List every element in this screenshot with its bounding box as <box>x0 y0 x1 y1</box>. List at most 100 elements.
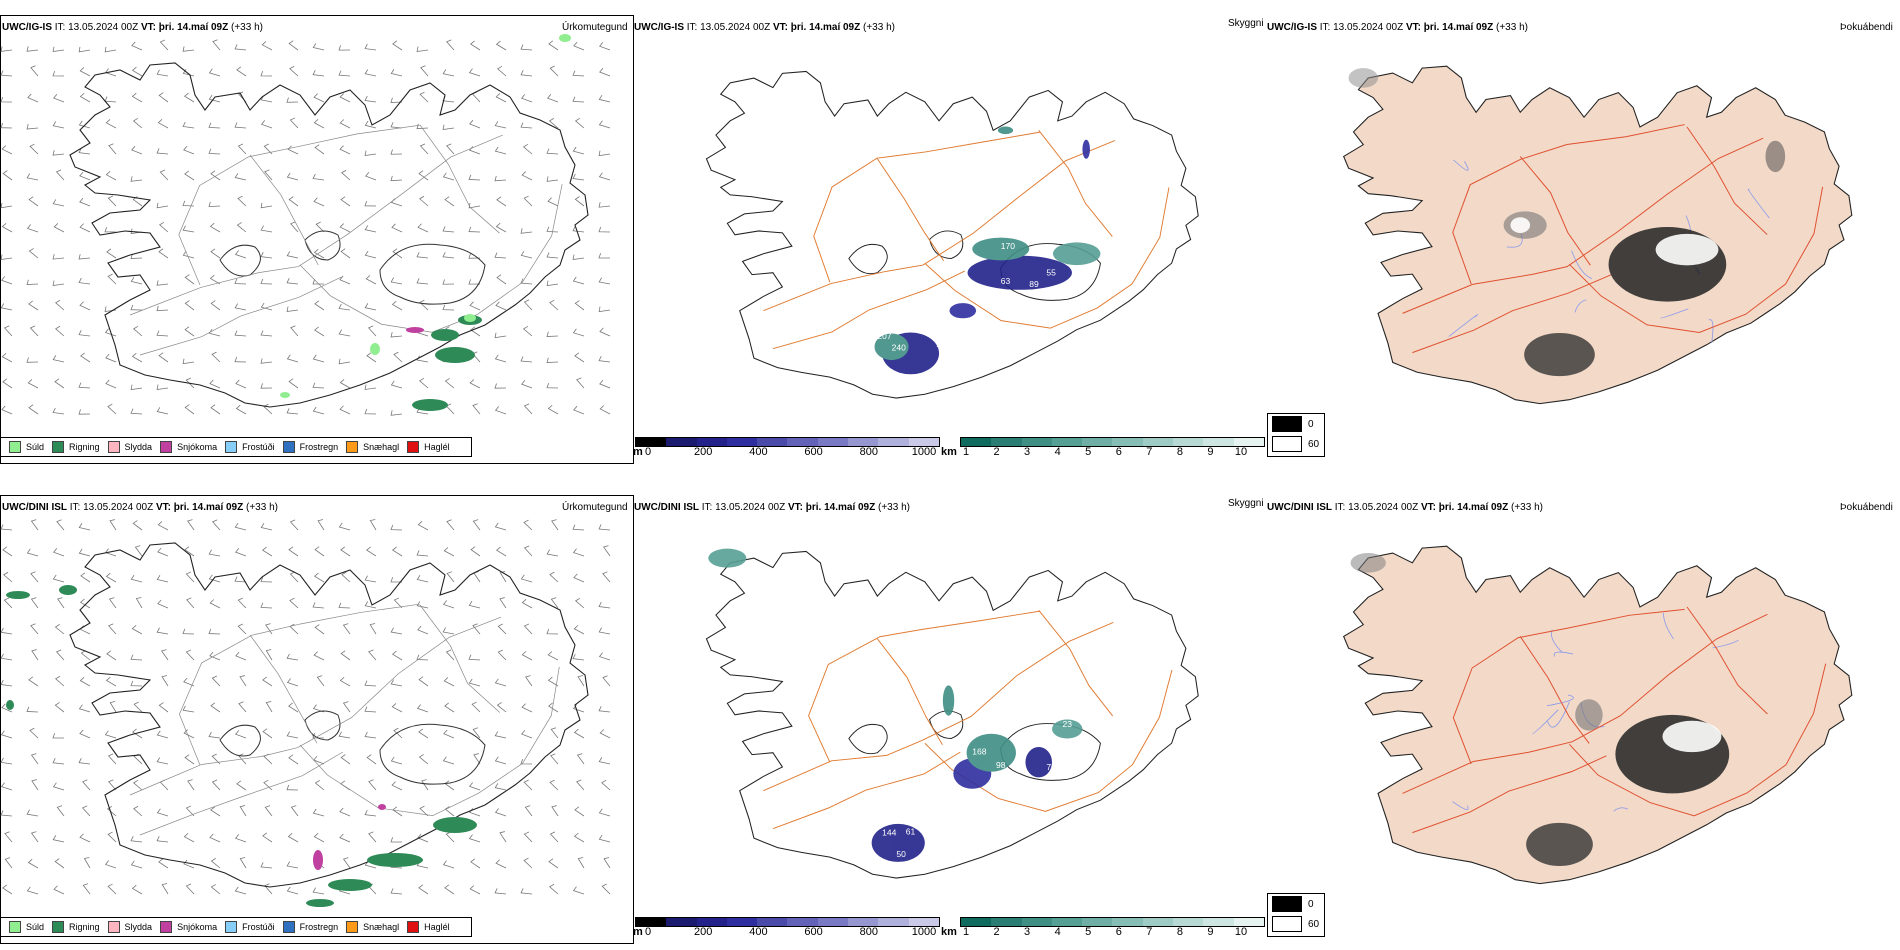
wind-barb <box>339 223 351 233</box>
ceiling-cell <box>949 303 977 319</box>
wind-barb <box>342 623 351 635</box>
legend-item: Súld <box>9 441 44 453</box>
wind-barb <box>390 410 403 416</box>
wind-barb <box>208 549 221 557</box>
wind-barb <box>1 353 13 363</box>
wind-barb <box>234 522 247 531</box>
wind-barb <box>418 728 429 739</box>
rain-cell <box>412 399 448 411</box>
wind-barb <box>104 730 117 739</box>
legend-label: Súld <box>26 442 45 452</box>
wind-barb <box>234 730 247 739</box>
wind-barb <box>312 887 325 895</box>
wind-barb <box>391 703 403 713</box>
wind-barb <box>572 328 585 337</box>
row2-precip-map <box>0 519 611 907</box>
wind-barb <box>210 702 221 713</box>
it-value: 13.05.2024 00Z <box>715 502 786 513</box>
wind-barb <box>546 382 559 389</box>
wind-barb <box>598 277 611 285</box>
legend-swatch <box>225 921 238 933</box>
wind-barb <box>339 405 351 415</box>
wind-barb <box>520 574 533 583</box>
fog-legend-label: 60 <box>1308 918 1320 930</box>
wind-barb <box>573 728 585 739</box>
wind-barb <box>603 857 611 869</box>
wind-barb <box>442 69 455 77</box>
wind-barb <box>235 404 247 415</box>
wind-barb <box>108 779 117 791</box>
wind-barb <box>208 94 221 103</box>
rain-areas <box>412 315 482 411</box>
wind-barb <box>442 226 455 233</box>
wind-barb <box>107 753 117 765</box>
wind-barb <box>209 222 221 233</box>
it-label: IT: <box>69 502 81 513</box>
wind-barb <box>364 731 377 739</box>
wind-barb <box>78 382 91 389</box>
wind-barb <box>547 94 559 103</box>
wind-barb <box>107 403 117 415</box>
fog-legend-label: 0 <box>1308 418 1314 430</box>
wind-barb <box>468 253 481 259</box>
wind-barb <box>182 358 195 365</box>
legend-label: Slydda <box>124 922 153 932</box>
wind-barb <box>574 300 585 311</box>
wind-barb <box>0 782 13 791</box>
wind-barb <box>548 858 559 869</box>
wind-barb <box>287 832 299 843</box>
wind-barb <box>1 405 13 415</box>
wind-barb <box>130 176 143 182</box>
wind-barb <box>419 805 429 817</box>
wind-barb <box>468 146 481 155</box>
wind-barb <box>262 676 273 687</box>
ceiling-unit: m <box>633 446 643 458</box>
wind-barb <box>78 409 91 415</box>
wind-barb <box>0 627 13 635</box>
wind-barb <box>82 779 91 791</box>
legend-item: Haglél <box>407 441 450 453</box>
visibility-value: 89 <box>1029 279 1039 289</box>
wind-barb <box>573 573 585 583</box>
river-line <box>1553 651 1574 657</box>
wind-barb <box>390 69 403 77</box>
wind-barb <box>263 143 273 155</box>
wind-barb <box>52 46 65 53</box>
drizzle-areas <box>280 34 571 398</box>
wind-barb <box>156 757 169 765</box>
colorbar-segment <box>848 438 879 446</box>
wind-barb <box>157 521 169 531</box>
row2-fog-legend: 0 60 <box>1267 893 1325 937</box>
wind-barb <box>54 858 65 869</box>
wind-barb <box>0 757 13 765</box>
colorbar-segment <box>787 918 818 926</box>
wind-barb <box>0 276 13 285</box>
wind-barb <box>0 679 13 687</box>
wind-barb <box>546 176 559 182</box>
visibility-unit: km <box>941 446 957 458</box>
visibility-value: 169 <box>894 374 908 384</box>
wind-barb <box>494 252 507 259</box>
wind-barb <box>314 326 325 337</box>
wind-barb <box>184 404 195 415</box>
drizzle-cell <box>280 392 290 398</box>
wind-barb <box>104 860 117 869</box>
wind-barb <box>234 576 247 583</box>
rain-cell <box>433 817 477 833</box>
legend-swatch <box>407 441 420 453</box>
wind-barb <box>52 835 65 843</box>
model-name: UWC/DINI ISL <box>2 502 67 513</box>
row2-fog-title: UWC/DINI ISL IT: 13.05.2024 00Z VT: þri.… <box>1267 502 1543 513</box>
wind-barb <box>235 548 247 557</box>
wind-barb <box>312 69 325 77</box>
wind-barb <box>289 571 299 583</box>
visibility-value: 168 <box>972 747 986 757</box>
road-line <box>299 666 560 816</box>
wind-barb <box>471 701 481 713</box>
ceiling-cell <box>708 548 747 568</box>
wind-barb <box>598 627 611 635</box>
wind-barb <box>576 377 585 389</box>
rain-cell <box>431 329 459 341</box>
wind-barb <box>521 651 533 661</box>
it-label: IT: <box>54 22 66 33</box>
